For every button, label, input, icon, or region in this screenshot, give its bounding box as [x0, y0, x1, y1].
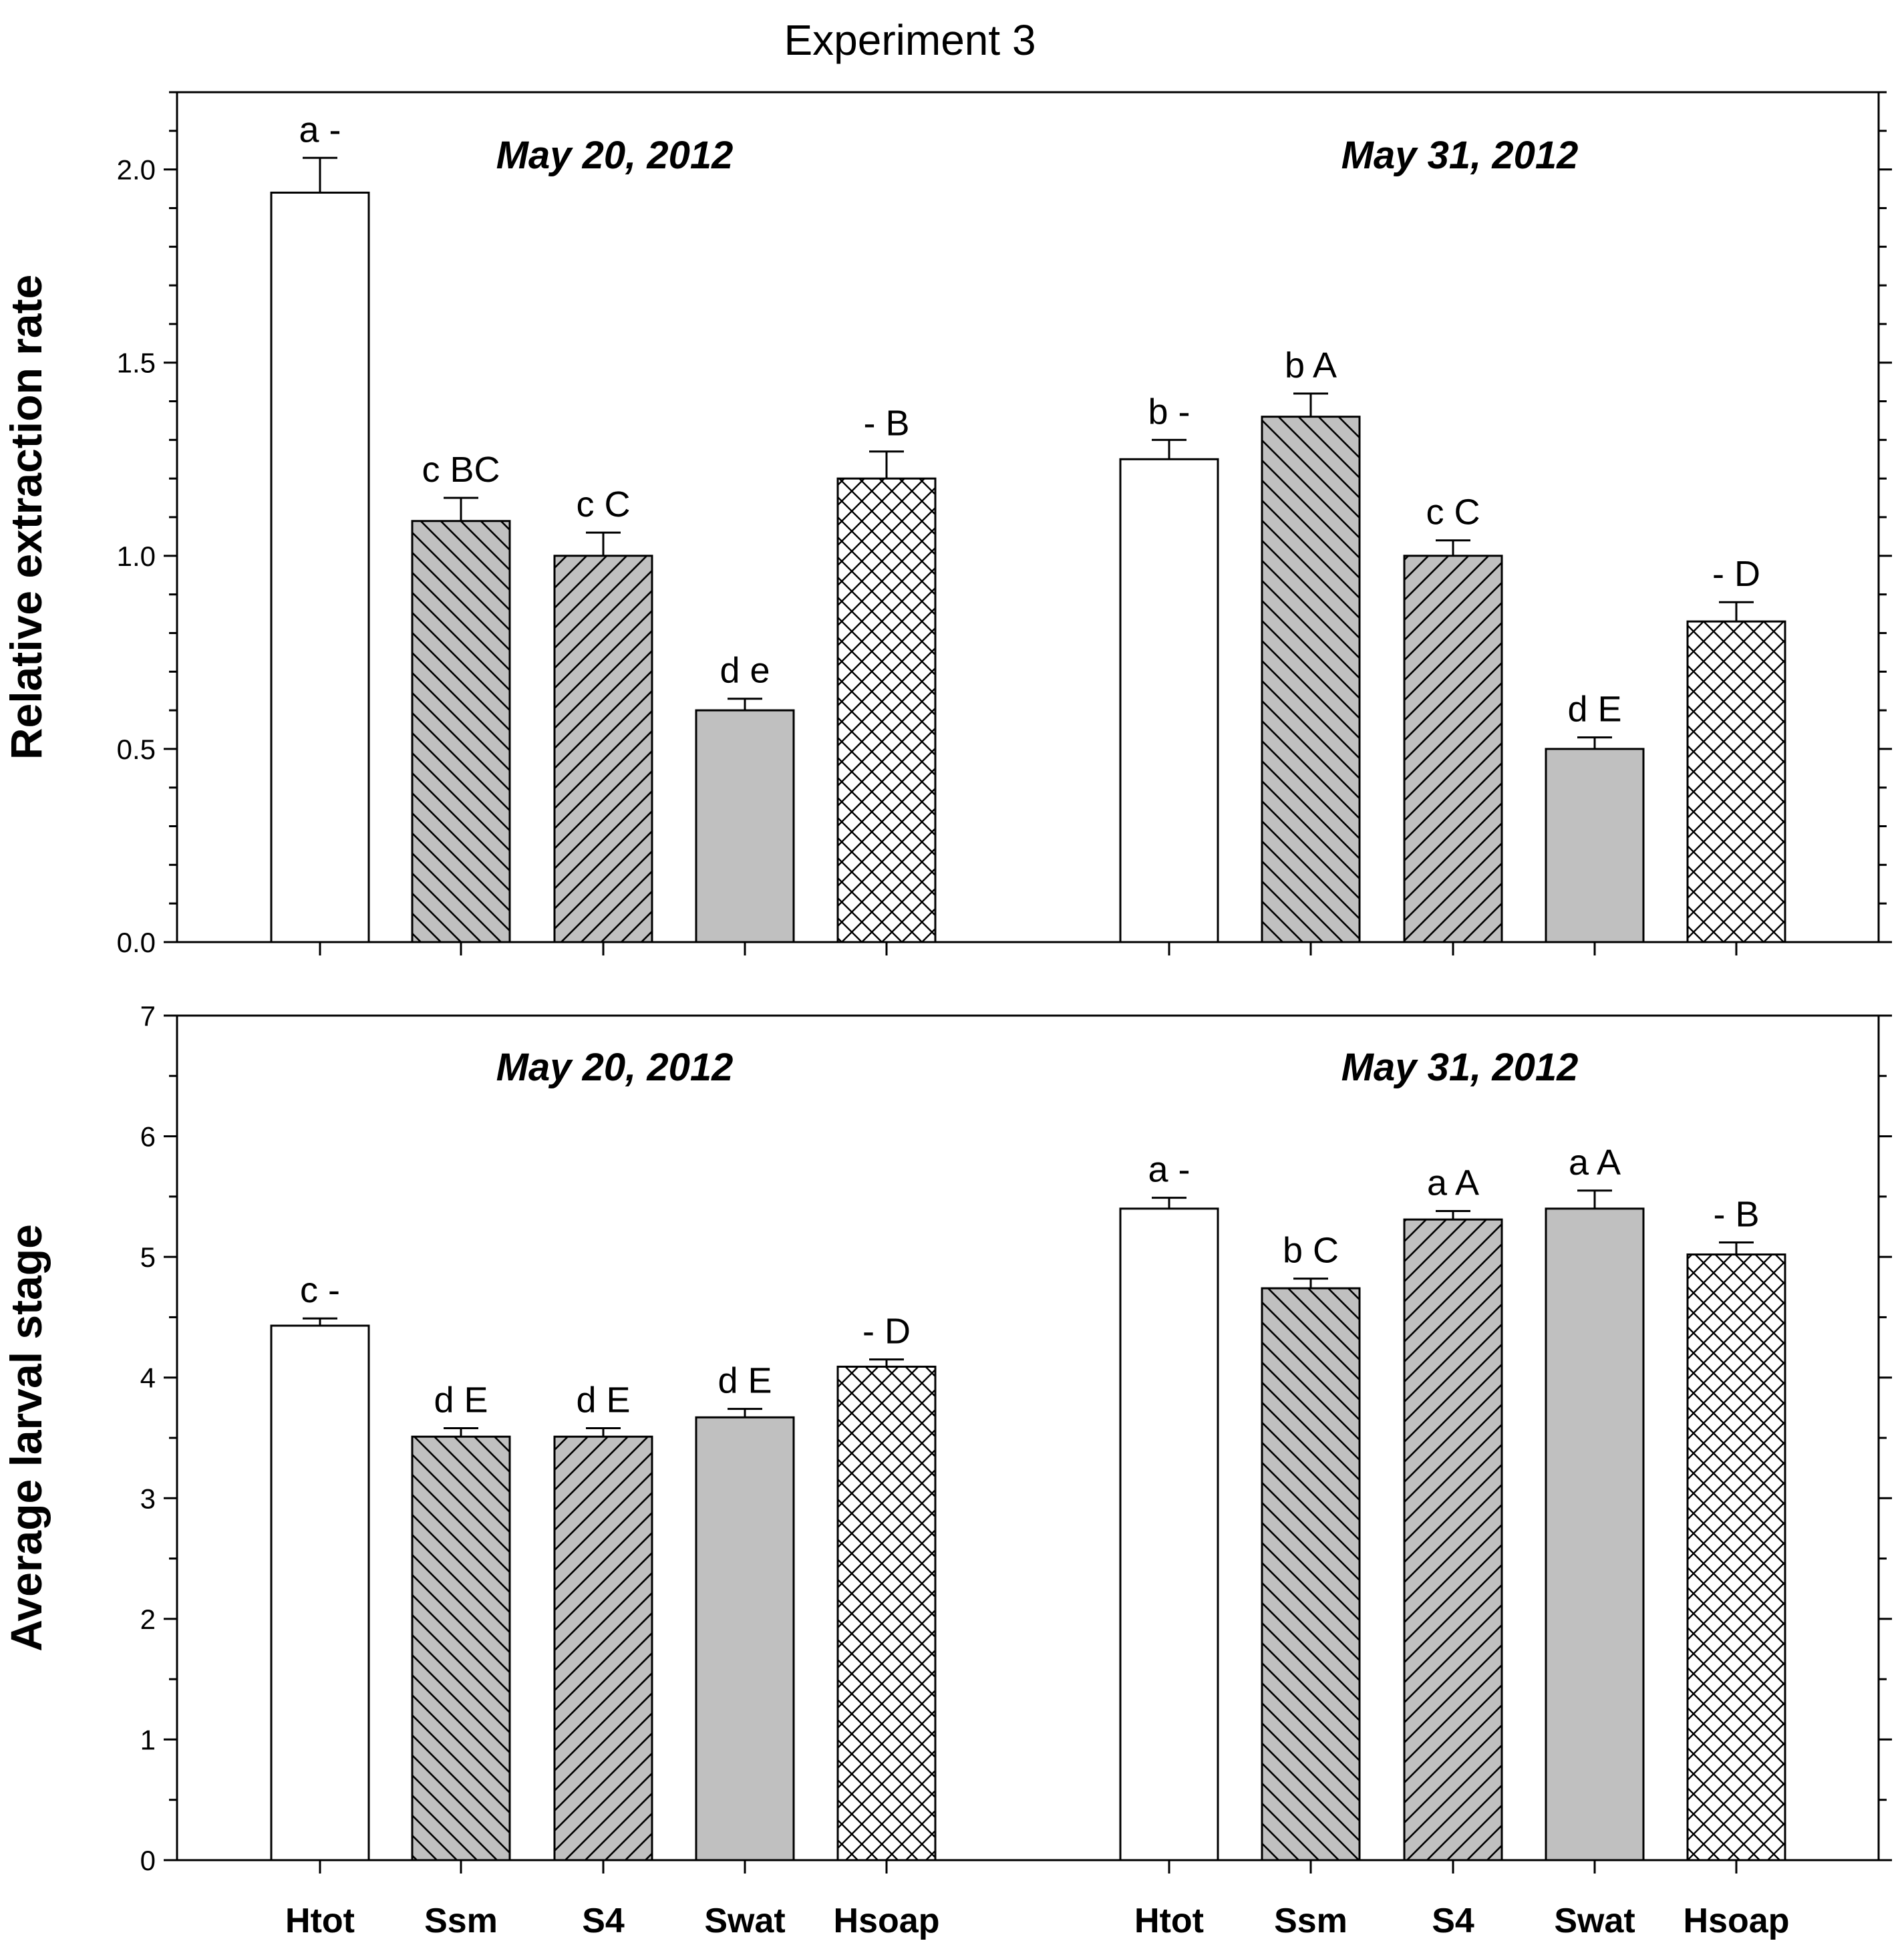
error-bar-larval-hsoap-group2	[1719, 1241, 1754, 1255]
significance-label: d E	[434, 1380, 488, 1421]
error-bar-larval-swat-group2	[1577, 1189, 1612, 1209]
x-category-label: Hsoap	[834, 1902, 940, 1940]
y-tick-label: 0.0	[117, 927, 156, 958]
significance-label: a -	[299, 110, 341, 150]
bar-extraction-swat-group1	[695, 709, 795, 943]
bar-larval-ssm-group2	[1261, 1287, 1361, 1861]
bar-larval-s4-group2	[1403, 1218, 1503, 1861]
significance-label: d E	[1567, 690, 1621, 730]
significance-label: - D	[1712, 554, 1760, 594]
significance-label: c -	[300, 1270, 340, 1310]
significance-label: d E	[718, 1361, 772, 1401]
significance-label: c BC	[422, 450, 500, 490]
group-title-larval-2: May 31, 2012	[1341, 1046, 1579, 1089]
significance-label: c C	[1426, 492, 1480, 533]
error-bar-larval-hsoap-group1	[869, 1358, 904, 1367]
bar-extraction-hsoap-group2	[1686, 620, 1786, 943]
x-category-label: Hsoap	[1684, 1902, 1790, 1940]
significance-label: b C	[1283, 1231, 1339, 1271]
bar-extraction-swat-group2	[1545, 748, 1645, 943]
error-bar-larval-s4-group1	[586, 1427, 621, 1437]
y-tick-label: 7	[140, 1000, 156, 1032]
bar-extraction-hsoap-group1	[836, 477, 937, 943]
significance-label: c C	[577, 484, 631, 525]
error-bar-extraction-ssm-group2	[1293, 392, 1328, 417]
error-bar-extraction-hsoap-group1	[869, 450, 904, 479]
bar-extraction-htot-group2	[1119, 458, 1219, 943]
group-title-extraction-1: May 20, 2012	[496, 134, 734, 177]
error-bar-extraction-htot-group2	[1152, 438, 1186, 460]
error-bar-larval-swat-group1	[728, 1408, 762, 1418]
panel-relative-extraction-rate: a - c BC c C d e - B May 20, 2012 b - b A c C d E…	[1, 91, 1892, 958]
error-bar-larval-s4-group2	[1436, 1210, 1470, 1220]
y-tick-label: 0	[140, 1845, 156, 1876]
significance-label: d e	[720, 651, 770, 691]
y-tick-label: 6	[140, 1121, 156, 1153]
x-category-label: S4	[582, 1902, 625, 1940]
figure-title: Experiment 3	[784, 16, 1036, 64]
y-tick-label: 2.0	[117, 154, 156, 186]
y-tick-label: 2	[140, 1604, 156, 1635]
bar-larval-hsoap-group1	[836, 1365, 937, 1861]
bar-larval-hsoap-group2	[1686, 1253, 1786, 1861]
y-tick-label: 4	[140, 1362, 156, 1394]
bar-extraction-ssm-group1	[411, 520, 511, 943]
significance-label: - B	[863, 404, 909, 444]
y-tick-label: 0.5	[117, 734, 156, 765]
x-category-label: Htot	[285, 1902, 355, 1940]
significance-label: - D	[862, 1312, 911, 1352]
panel-average-larval-stage: c - d E d E d E - D May 20, 2012 a - b C a A a A -…	[1, 1000, 1892, 1940]
bar-larval-s4-group1	[553, 1435, 653, 1861]
significance-label: a A	[1427, 1163, 1479, 1203]
y-tick-label: 5	[140, 1241, 156, 1273]
bar-extraction-ssm-group2	[1261, 416, 1361, 943]
y-tick-label: 1	[140, 1724, 156, 1755]
error-bar-larval-htot-group2	[1152, 1197, 1186, 1209]
significance-label: a A	[1569, 1143, 1621, 1183]
significance-label: a -	[1148, 1150, 1190, 1190]
x-category-label: Swat	[1554, 1902, 1635, 1940]
error-bar-larval-htot-group1	[303, 1317, 337, 1326]
significance-label: - B	[1713, 1194, 1759, 1234]
x-category-label: Ssm	[424, 1902, 498, 1940]
significance-label: b A	[1285, 345, 1337, 386]
bar-extraction-htot-group1	[270, 191, 370, 943]
error-bar-extraction-swat-group2	[1577, 736, 1612, 749]
error-bar-extraction-htot-group1	[303, 156, 337, 193]
error-bar-extraction-hsoap-group2	[1719, 601, 1754, 622]
error-bar-larval-ssm-group2	[1293, 1278, 1328, 1289]
y-tick-label: 1.0	[117, 541, 156, 572]
y-tick-label: 3	[140, 1483, 156, 1514]
group-title-larval-1: May 20, 2012	[496, 1046, 734, 1089]
x-category-label: S4	[1432, 1902, 1474, 1940]
error-bar-extraction-swat-group1	[728, 698, 762, 711]
group-title-extraction-2: May 31, 2012	[1341, 134, 1579, 177]
error-bar-extraction-ssm-group1	[444, 496, 478, 521]
bar-larval-swat-group1	[695, 1416, 795, 1861]
bar-extraction-s4-group1	[553, 555, 653, 943]
error-bar-larval-ssm-group1	[444, 1427, 478, 1437]
bar-extraction-s4-group2	[1403, 555, 1503, 943]
x-category-label: Ssm	[1274, 1902, 1347, 1940]
y-tick-label: 1.5	[117, 347, 156, 379]
x-category-label: Htot	[1134, 1902, 1204, 1940]
bar-larval-htot-group1	[270, 1324, 370, 1861]
bar-larval-swat-group2	[1545, 1207, 1645, 1861]
bar-larval-ssm-group1	[411, 1435, 511, 1861]
y-axis-label-larval: Average larval stage	[1, 1224, 51, 1652]
y-axis-label-extraction: Relative extraction rate	[1, 275, 51, 760]
x-category-label: Swat	[704, 1902, 785, 1940]
significance-label: b -	[1148, 392, 1190, 432]
bar-larval-htot-group2	[1119, 1207, 1219, 1861]
error-bar-extraction-s4-group1	[586, 531, 621, 556]
error-bar-extraction-s4-group2	[1436, 539, 1470, 556]
significance-label: d E	[576, 1380, 630, 1421]
